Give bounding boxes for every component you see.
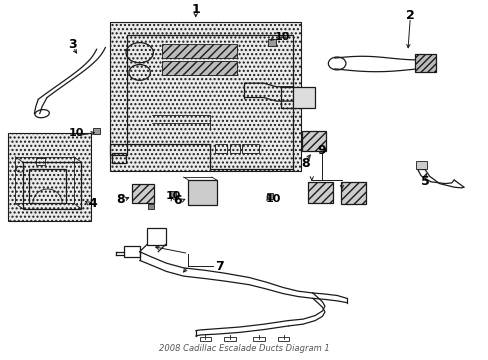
Bar bbox=[93, 128, 100, 134]
Bar bbox=[277, 337, 289, 341]
Bar bbox=[29, 169, 65, 203]
Text: 8: 8 bbox=[301, 157, 309, 170]
Bar bbox=[215, 144, 227, 153]
Text: 10: 10 bbox=[166, 192, 181, 202]
Bar bbox=[414, 54, 435, 72]
Text: 9: 9 bbox=[317, 144, 325, 157]
Text: 10: 10 bbox=[265, 194, 281, 204]
Bar bbox=[242, 144, 259, 153]
Bar bbox=[266, 193, 273, 199]
Text: 8: 8 bbox=[116, 193, 124, 206]
Bar bbox=[148, 204, 154, 210]
Bar bbox=[8, 134, 91, 221]
Bar bbox=[415, 161, 426, 169]
Bar bbox=[22, 162, 81, 209]
Text: 5: 5 bbox=[420, 175, 428, 188]
Bar bbox=[302, 131, 326, 151]
Bar bbox=[293, 87, 315, 108]
Text: 2: 2 bbox=[405, 9, 414, 22]
Bar bbox=[169, 192, 176, 197]
Bar bbox=[199, 337, 211, 341]
Text: 2008 Cadillac Escalade Ducts Diagram 1: 2008 Cadillac Escalade Ducts Diagram 1 bbox=[159, 344, 329, 353]
Bar bbox=[229, 144, 239, 153]
Bar bbox=[161, 61, 237, 75]
Bar bbox=[147, 228, 165, 244]
Text: 1: 1 bbox=[191, 3, 200, 16]
Bar bbox=[161, 44, 237, 58]
Bar bbox=[307, 182, 332, 203]
Bar bbox=[124, 246, 140, 257]
Text: 6: 6 bbox=[173, 194, 182, 207]
Bar bbox=[132, 184, 154, 203]
Bar bbox=[15, 157, 74, 203]
Text: 3: 3 bbox=[68, 38, 77, 51]
Text: 7: 7 bbox=[214, 260, 223, 273]
Text: 10: 10 bbox=[274, 32, 289, 42]
Text: 4: 4 bbox=[88, 197, 97, 210]
Bar bbox=[110, 22, 300, 171]
Bar bbox=[112, 153, 126, 163]
Bar bbox=[340, 182, 366, 204]
Bar bbox=[267, 39, 275, 46]
Bar bbox=[188, 180, 216, 205]
Text: 10: 10 bbox=[68, 128, 84, 138]
Bar bbox=[36, 158, 44, 165]
Bar bbox=[224, 337, 235, 341]
Bar bbox=[253, 337, 264, 341]
